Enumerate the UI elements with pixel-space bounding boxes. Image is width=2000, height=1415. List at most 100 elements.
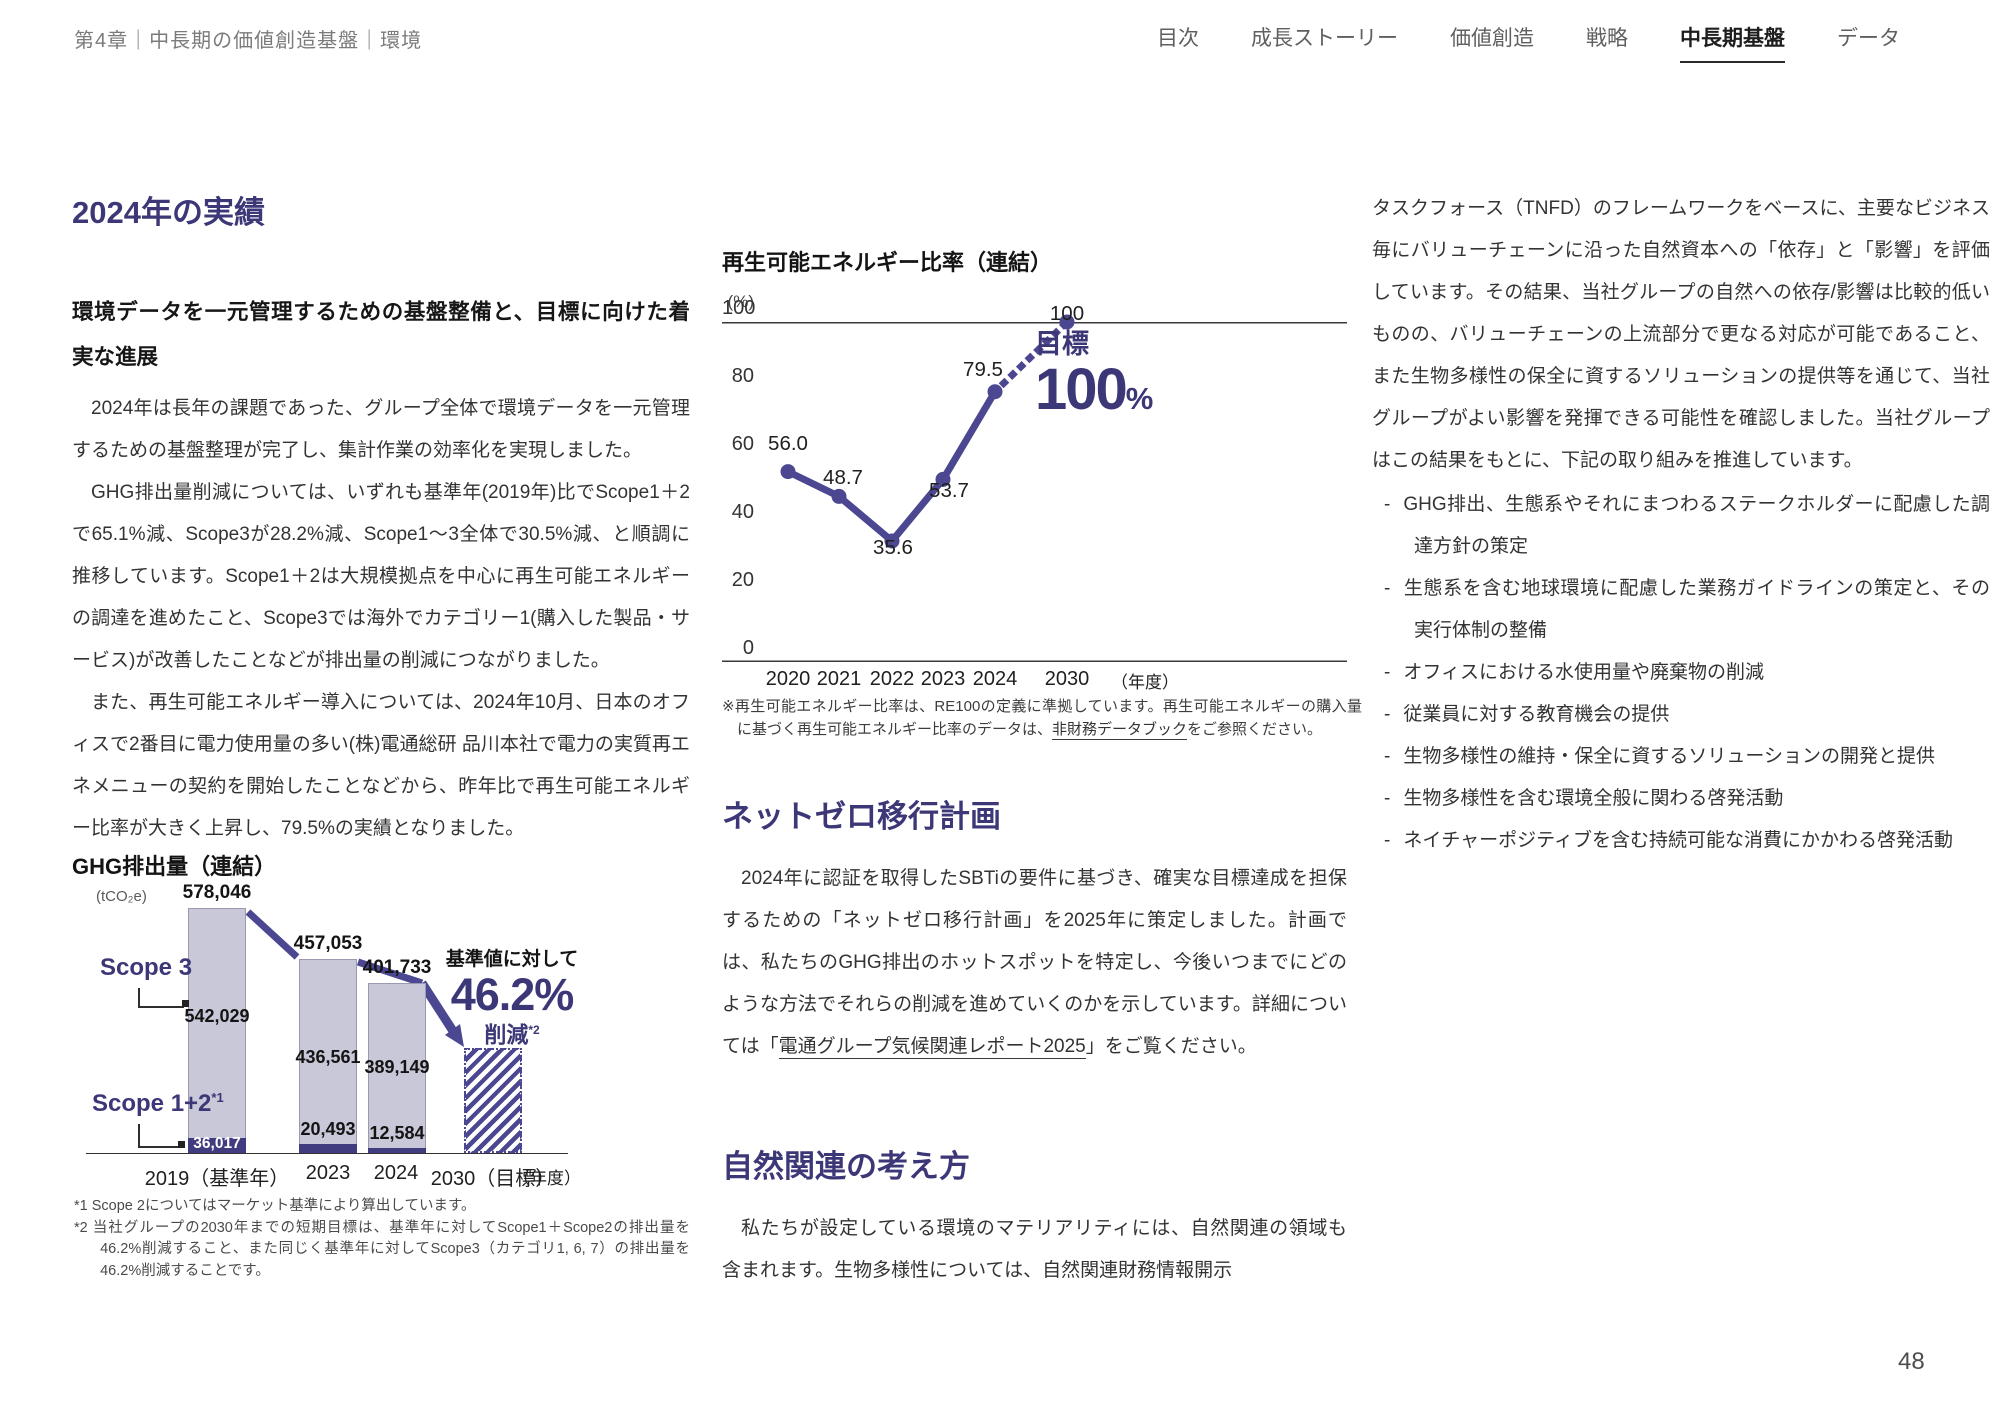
left-paragraph-3: また、再生可能エネルギー導入については、2024年10月、日本のオフィスで2番目… xyxy=(72,692,690,839)
tnfd-paragraph: タスクフォース（TNFD）のフレームワークをベースに、主要なビジネス毎にバリュー… xyxy=(1372,198,1990,471)
bullet-dash-marker: - xyxy=(1384,746,1391,767)
renewable-y-tick: 100 xyxy=(722,297,756,319)
renewable-y-tick: 0 xyxy=(742,637,754,659)
ghg-trend-arrow xyxy=(245,909,464,1047)
nav-item-4[interactable]: 戦略 xyxy=(1586,27,1628,50)
ghg-footnote-2: *2 当社グループの2030年までの短期目標は、基準年に対してScope1＋Sc… xyxy=(74,1219,690,1279)
renewable-y-tick: 40 xyxy=(731,501,754,523)
bullet-dash-marker: - xyxy=(1384,830,1391,851)
renewable-chart-title: 再生可能エネルギー比率（連結） xyxy=(722,250,1053,275)
renewable-x-tick: 2024 xyxy=(972,668,1018,690)
renewable-point-label: 48.7 xyxy=(823,466,863,489)
nature-section: 自然関連の考え方 私たちが設定している環境のマテリアリティには、自然関連の領域も… xyxy=(722,1148,1347,1292)
ghg-x-tick: 2030（目標） xyxy=(430,1168,556,1190)
page-number: 48 xyxy=(1898,1348,1925,1375)
netzero-paragraph: 2024年に認証を取得したSBTiの要件に基づき、確実な目標達成を担保するための… xyxy=(722,868,1347,1059)
initiative-bullet-3: - オフィスにおける水使用量や廃棄物の削減 xyxy=(1384,662,1764,683)
renewable-y-tick: 20 xyxy=(731,569,754,591)
ghg-plot-area: 578,046 542,029 36,017 457,053 436,561 20,493… xyxy=(72,882,690,1190)
renewable-line-plot xyxy=(722,314,1347,662)
renewable-x-tick: 2030 xyxy=(1044,668,1090,690)
bullet-dash-marker: - xyxy=(1384,704,1391,725)
ghg-bar-2030-target xyxy=(464,1048,522,1153)
scope3-connector-dot xyxy=(182,1000,189,1007)
renewable-x-tick: 2020 xyxy=(765,668,811,690)
scope12-connector-line xyxy=(138,1124,140,1146)
renewable-point-label: 100 xyxy=(1049,302,1085,325)
renewable-y-tick: 80 xyxy=(731,365,754,387)
scope12-connector-line xyxy=(138,1146,180,1148)
nav-item-2[interactable]: 成長ストーリー xyxy=(1251,27,1398,50)
initiative-bullet-6: - 生物多様性を含む環境全般に関わる啓発活動 xyxy=(1384,788,1784,809)
ghg-x-tick: 2024 xyxy=(373,1162,419,1184)
ghg-total-label: 401,733 xyxy=(362,957,432,978)
ghg-x-tick: 2023 xyxy=(305,1162,351,1184)
netzero-section: ネットゼロ移行計画 2024年に認証を取得したSBTiの要件に基づき、確実な目標… xyxy=(722,798,1347,1068)
ghg-scope12-value: 36,017 xyxy=(193,1135,241,1152)
renewable-point-label: 79.5 xyxy=(963,358,1003,381)
ghg-scope3-value: 389,149 xyxy=(364,1057,430,1077)
nature-paragraph: 私たちが設定している環境のマテリアリティには、自然関連の領域も含まれます。生物多… xyxy=(722,1218,1347,1281)
ghg-bar-scope12 xyxy=(299,1144,357,1153)
ghg-total-label: 457,053 xyxy=(293,933,363,954)
scope3-series-label: Scope 3 xyxy=(100,954,193,981)
renewable-point-label: 56.0 xyxy=(768,432,808,455)
scope12-series-label: Scope 1+2*1 xyxy=(92,1090,224,1117)
ghg-target-suffix: 削減*2 xyxy=(484,1022,540,1048)
bullet-dash-marker: - xyxy=(1384,788,1391,809)
ghg-scope12-value: 12,584 xyxy=(369,1123,425,1143)
left-column: 2024年の実績 環境データを一元管理するための基盤整備と、目標に向けた着実な進… xyxy=(72,194,690,1332)
left-paragraph-2: GHG排出量削減については、いずれも基準年(2019年)比でScope1＋2で6… xyxy=(72,482,690,671)
nature-title: 自然関連の考え方 xyxy=(722,1149,970,1184)
nav-item-5[interactable]: 中長期基盤 xyxy=(1680,22,1785,63)
ghg-x-axis xyxy=(86,1153,568,1154)
initiative-bullet-2: - 生態系を含む地球環境に配慮した業務ガイドラインの策定と、その実行体制の整備 xyxy=(1384,578,1990,641)
right-column: タスクフォース（TNFD）のフレームワークをベースに、主要なビジネス毎にバリュー… xyxy=(1372,188,1990,862)
ghg-bar-scope12 xyxy=(368,1148,426,1153)
renewable-year-unit-label: （年度） xyxy=(1111,673,1179,692)
middle-column: 再生可能エネルギー比率（連結） (%) 100 80 60 40 20 0 56.0 48.… xyxy=(722,248,1362,1358)
renewable-point-label: 35.6 xyxy=(873,536,913,559)
nav-item-3[interactable]: 価値創造 xyxy=(1450,27,1534,50)
non-financial-databook-link[interactable]: 非財務データブック xyxy=(1052,720,1188,740)
renewable-x-tick: 2022 xyxy=(869,668,915,690)
renewable-point-label: 53.7 xyxy=(929,479,969,502)
renewable-target-label: 目標 100% xyxy=(1035,329,1154,422)
renewable-x-tick: 2021 xyxy=(816,668,862,690)
climate-report-link[interactable]: 電通グループ気候関連レポート2025 xyxy=(778,1036,1086,1059)
renewable-chart-unit: (%) xyxy=(727,292,754,311)
scope3-connector-line xyxy=(138,1006,184,1008)
breadcrumb: 第4章｜中長期の価値創造基盤｜環境 xyxy=(74,30,423,52)
bullet-dash-marker: - xyxy=(1384,578,1391,599)
renewable-x-tick: 2023 xyxy=(920,668,966,690)
left-paragraph-1: 2024年は長年の課題であった、グループ全体で環境データを一元管理するための基盤… xyxy=(72,398,690,461)
initiatives-bullet-list: - GHG排出、生態系やそれにまつわるステークホルダーに配慮した調達方針の策定 - 生… xyxy=(1372,484,1990,862)
ghg-scope3-value: 542,029 xyxy=(184,1006,250,1026)
ghg-scope3-value: 436,561 xyxy=(295,1047,361,1067)
page-title-2024-results: 2024年の実績 xyxy=(72,195,265,230)
nav-item-6[interactable]: データ xyxy=(1837,27,1900,50)
initiative-bullet-4: - 従業員に対する教育機会の提供 xyxy=(1384,704,1670,725)
ghg-total-label: 578,046 xyxy=(182,882,252,903)
scope12-connector-dot xyxy=(178,1141,185,1148)
scope3-connector-line xyxy=(138,988,140,1006)
ghg-chart-unit: (tCO₂e) xyxy=(96,888,147,905)
initiative-bullet-5: - 生物多様性の維持・保全に資するソリューションの開発と提供 xyxy=(1384,746,1935,767)
netzero-title: ネットゼロ移行計画 xyxy=(722,799,1001,834)
ghg-chart-title: GHG排出量（連結） xyxy=(72,854,277,879)
ghg-target-note: 基準値に対して 46.2% 削減*2 xyxy=(427,948,597,1047)
ghg-bar-scope3 xyxy=(368,983,426,1153)
ghg-bar-scope12 xyxy=(188,1138,246,1153)
nav-item-1[interactable]: 目次 xyxy=(1157,27,1199,50)
renewable-y-tick: 60 xyxy=(731,433,754,455)
left-subheading: 環境データを一元管理するための基盤整備と、目標に向けた着実な進展 xyxy=(72,300,690,369)
top-nav: 目次 成長ストーリー 価値創造 戦略 中長期基盤 データ xyxy=(1157,22,1900,63)
ghg-year-unit-label: （年度） xyxy=(513,1169,581,1188)
ghg-bar-chart: GHG排出量（連結） (tCO₂e) 578,046 542,029 36,017 4… xyxy=(72,852,690,1332)
ghg-footnote-1: *1 Scope 2についてはマーケット基準により算出しています。 xyxy=(74,1198,476,1214)
initiative-bullet-7: - ネイチャーポジティブを含む持続可能な消費にかかわる啓発活動 xyxy=(1384,830,1953,851)
ghg-footnotes: *1 Scope 2についてはマーケット基準により算出しています。 *2 当社グ… xyxy=(74,1196,690,1282)
ghg-bar-scope3 xyxy=(188,908,246,1153)
ghg-bar-scope3 xyxy=(299,959,357,1153)
ghg-target-prefix: 基準値に対して xyxy=(445,949,579,970)
